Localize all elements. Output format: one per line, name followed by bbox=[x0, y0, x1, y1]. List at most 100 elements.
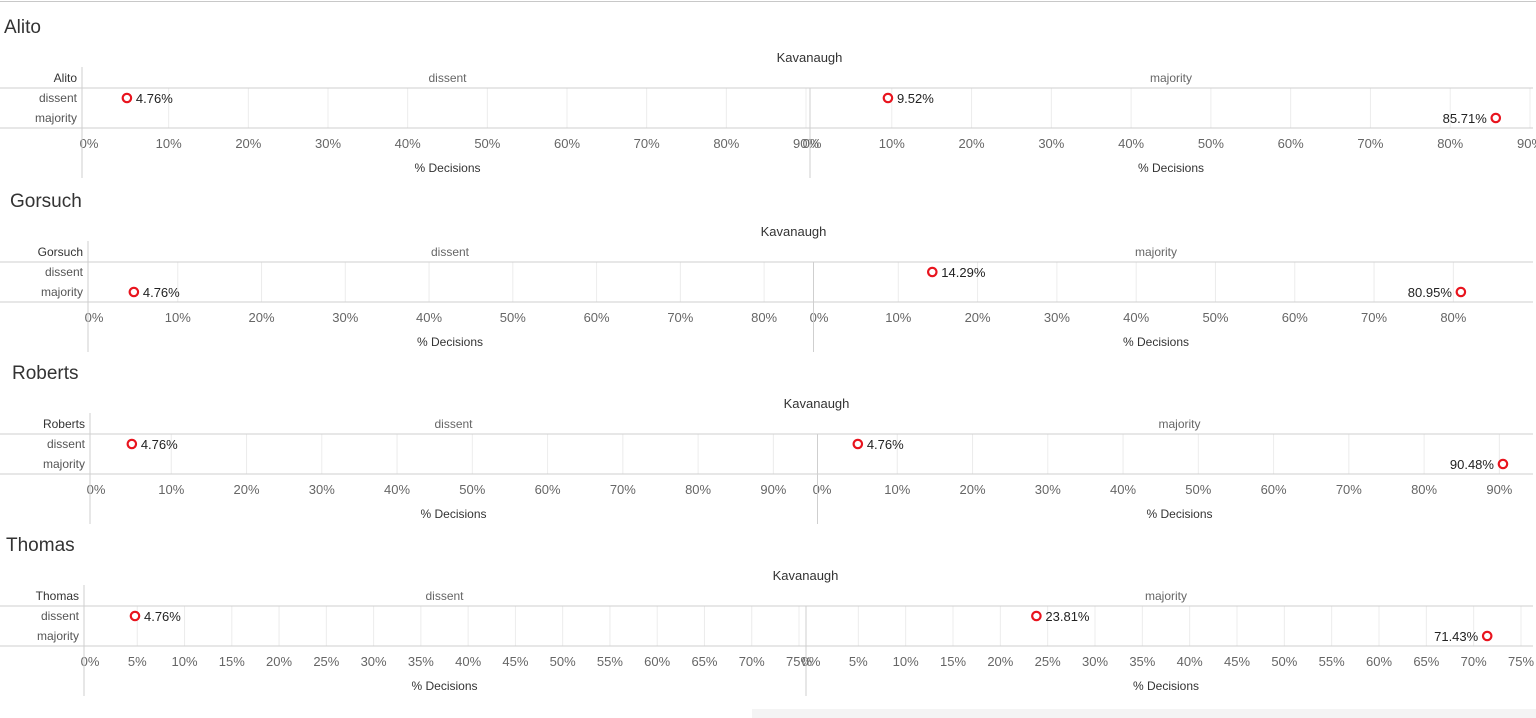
row-label-dissent: dissent bbox=[39, 91, 78, 105]
data-point bbox=[927, 266, 938, 278]
column-label-dissent: dissent bbox=[434, 417, 473, 431]
row-label-dissent: dissent bbox=[41, 609, 80, 623]
x-axis-title: % Decisions bbox=[1146, 507, 1212, 521]
x-tick-label: 70% bbox=[667, 310, 693, 325]
data-label: 90.48% bbox=[1450, 457, 1495, 472]
row-label-dissent: dissent bbox=[47, 437, 86, 451]
panel-roberts: Roberts Kavanaugh Roberts dissent majority di… bbox=[0, 346, 1536, 524]
x-tick-label: 60% bbox=[1366, 654, 1392, 669]
x-tick-label: 60% bbox=[1278, 136, 1304, 151]
data-point bbox=[852, 438, 864, 450]
x-tick-label: 10% bbox=[879, 136, 905, 151]
x-tick-label: 0% bbox=[813, 482, 832, 497]
row-label-majority: majority bbox=[35, 111, 77, 125]
row-label-majority: majority bbox=[37, 629, 79, 643]
data-point bbox=[1031, 610, 1042, 622]
x-tick-label: 70% bbox=[739, 654, 765, 669]
x-tick-label: 40% bbox=[384, 482, 410, 497]
panel-thomas: Thomas Kavanaugh Thomas dissent majority diss… bbox=[0, 518, 1536, 696]
x-tick-label: 5% bbox=[128, 654, 147, 669]
x-tick-label: 50% bbox=[474, 136, 500, 151]
x-tick-label: 25% bbox=[1035, 654, 1061, 669]
x-tick-label: 70% bbox=[1357, 136, 1383, 151]
x-tick-label: 70% bbox=[1336, 482, 1362, 497]
x-tick-label: 50% bbox=[1185, 482, 1211, 497]
x-tick-label: 60% bbox=[584, 310, 610, 325]
data-label: 23.81% bbox=[1045, 609, 1090, 624]
x-tick-label: 40% bbox=[1118, 136, 1144, 151]
column-label-majority: majority bbox=[1145, 589, 1187, 603]
x-tick-label: 30% bbox=[1082, 654, 1108, 669]
x-tick-label: 20% bbox=[234, 482, 260, 497]
x-tick-label: 70% bbox=[634, 136, 660, 151]
data-label: 4.76% bbox=[144, 609, 181, 624]
x-tick-label: 0% bbox=[803, 136, 822, 151]
data-point bbox=[1490, 112, 1502, 124]
top-border bbox=[0, 1, 1536, 2]
data-point bbox=[126, 438, 138, 450]
panel-title: Roberts bbox=[12, 363, 79, 384]
data-label: 9.52% bbox=[897, 91, 934, 106]
x-tick-label: 0% bbox=[81, 654, 100, 669]
row-label-majority: majority bbox=[41, 285, 83, 299]
x-tick-label: 55% bbox=[1319, 654, 1345, 669]
x-tick-label: 30% bbox=[1038, 136, 1064, 151]
x-tick-label: 50% bbox=[550, 654, 576, 669]
x-tick-label: 10% bbox=[158, 482, 184, 497]
data-point bbox=[121, 92, 133, 104]
x-tick-label: 0% bbox=[87, 482, 106, 497]
panel-title: Alito bbox=[4, 17, 41, 38]
column-label-dissent: dissent bbox=[428, 71, 467, 85]
x-tick-label: 20% bbox=[959, 136, 985, 151]
x-tick-label: 50% bbox=[500, 310, 526, 325]
x-tick-label: 30% bbox=[1035, 482, 1061, 497]
x-tick-label: 30% bbox=[1044, 310, 1070, 325]
x-tick-label: 75% bbox=[1508, 654, 1534, 669]
column-label-dissent: dissent bbox=[431, 245, 470, 259]
x-tick-label: 30% bbox=[332, 310, 358, 325]
x-tick-label: 70% bbox=[610, 482, 636, 497]
data-label: 4.76% bbox=[141, 437, 178, 452]
x-tick-label: 40% bbox=[1123, 310, 1149, 325]
panel-title: Gorsuch bbox=[10, 191, 82, 212]
column-header: Kavanaugh bbox=[773, 568, 839, 583]
x-tick-label: 55% bbox=[597, 654, 623, 669]
x-tick-label: 30% bbox=[361, 654, 387, 669]
x-tick-label: 50% bbox=[1202, 310, 1228, 325]
x-tick-label: 50% bbox=[1271, 654, 1297, 669]
x-tick-label: 80% bbox=[1437, 136, 1463, 151]
x-tick-label: 35% bbox=[1129, 654, 1155, 669]
x-tick-label: 10% bbox=[156, 136, 182, 151]
x-tick-label: 50% bbox=[459, 482, 485, 497]
x-tick-label: 80% bbox=[1411, 482, 1437, 497]
x-tick-label: 50% bbox=[1198, 136, 1224, 151]
x-tick-label: 25% bbox=[313, 654, 339, 669]
x-tick-label: 20% bbox=[965, 310, 991, 325]
panel-alito: Alito Kavanaugh Alito dissent majority dissen… bbox=[0, 0, 1536, 178]
column-header: Kavanaugh bbox=[761, 224, 827, 239]
x-tick-label: 45% bbox=[1224, 654, 1250, 669]
x-axis-title: % Decisions bbox=[420, 507, 486, 521]
data-label: 14.29% bbox=[941, 265, 986, 280]
column-label-majority: majority bbox=[1150, 71, 1192, 85]
x-tick-label: 80% bbox=[713, 136, 739, 151]
chart-thomas: Thomas Kavanaugh Thomas dissent majority diss… bbox=[0, 535, 1534, 696]
data-point bbox=[1481, 630, 1493, 642]
x-axis-title: % Decisions bbox=[1138, 161, 1204, 175]
footer-strip bbox=[752, 709, 1536, 718]
x-tick-label: 65% bbox=[1413, 654, 1439, 669]
data-point bbox=[1455, 286, 1467, 298]
row-header: Alito bbox=[54, 71, 78, 85]
x-tick-label: 15% bbox=[219, 654, 245, 669]
data-label: 4.76% bbox=[136, 91, 173, 106]
x-tick-label: 20% bbox=[249, 310, 275, 325]
x-tick-label: 10% bbox=[172, 654, 198, 669]
x-tick-label: 40% bbox=[395, 136, 421, 151]
row-label-majority: majority bbox=[43, 457, 85, 471]
data-label: 4.76% bbox=[867, 437, 904, 452]
x-tick-label: 65% bbox=[691, 654, 717, 669]
x-tick-label: 0% bbox=[80, 136, 99, 151]
x-tick-label: 35% bbox=[408, 654, 434, 669]
x-tick-label: 90% bbox=[760, 482, 786, 497]
x-tick-label: 40% bbox=[416, 310, 442, 325]
